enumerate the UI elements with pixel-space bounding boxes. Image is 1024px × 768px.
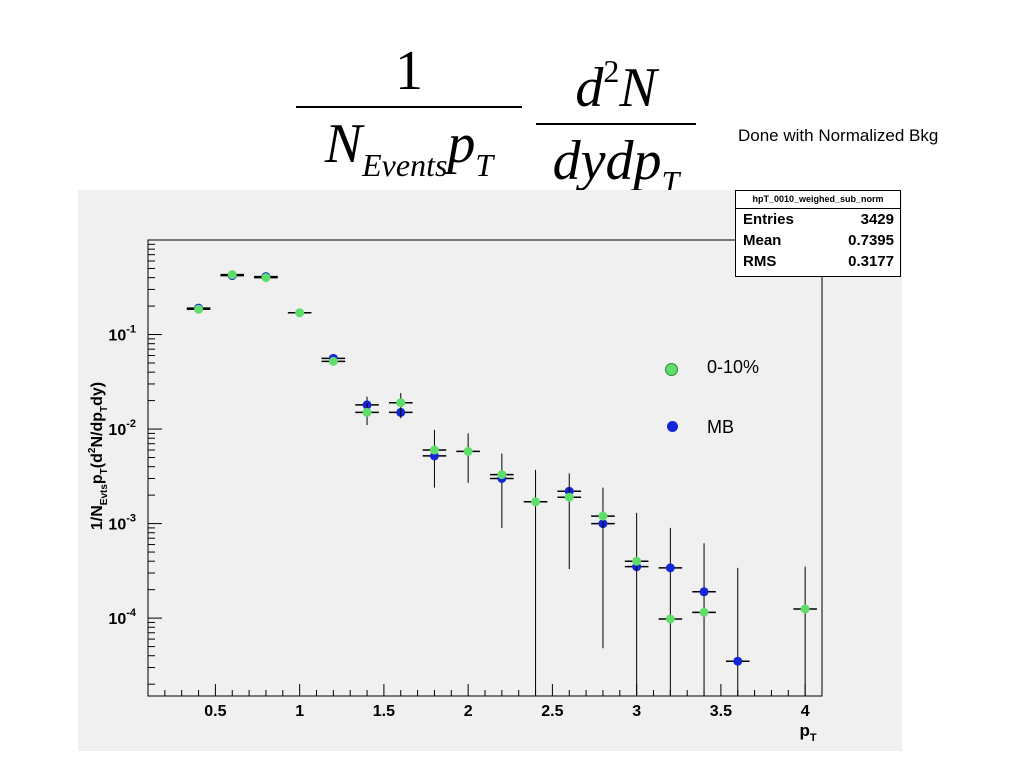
num-d: d: [575, 57, 604, 119]
data-point: [598, 511, 608, 521]
fraction-2-numerator: d2N: [536, 40, 696, 119]
plot-frame: [147, 239, 823, 697]
series-010: [186, 270, 817, 696]
data-point: [227, 270, 237, 280]
legend-marker-central: [665, 363, 678, 376]
y-tick-label: 10-1: [108, 324, 136, 345]
fraction-1-denominator: NEventspT: [296, 112, 522, 197]
stats-label: Entries: [743, 211, 794, 228]
legend-label-mb: MB: [707, 417, 734, 437]
data-point: [699, 587, 709, 597]
data-point: [699, 607, 709, 617]
x-tick-label: 2.5: [541, 703, 563, 720]
stats-row-rms: RMS 0.3177: [736, 251, 900, 272]
stats-label: RMS: [743, 253, 777, 270]
data-point: [362, 407, 372, 417]
stats-row-mean: Mean 0.7395: [736, 230, 900, 251]
data-point: [800, 604, 810, 614]
data-point: [632, 556, 642, 566]
x-tick-label: 2: [464, 703, 473, 720]
y-tick-label: 10-4: [108, 607, 136, 628]
stats-value: 0.3177: [848, 253, 894, 270]
x-tick-label: 3.5: [710, 703, 732, 720]
num-sup: 2: [603, 53, 620, 89]
stats-value: 3429: [860, 211, 894, 228]
data-point: [531, 497, 541, 507]
fraction-1-numerator: 1: [395, 40, 423, 102]
data-point: [396, 398, 406, 408]
den-tail: p: [447, 113, 476, 175]
den-subscript: Events: [362, 147, 448, 183]
stats-row-entries: Entries 3429: [736, 209, 900, 230]
stats-label: Mean: [743, 232, 782, 249]
stats-box: hpT_0010_weighed_sub_norm Entries 3429 M…: [735, 190, 901, 277]
data-point: [261, 273, 271, 283]
data-point: [328, 356, 338, 366]
y-axis-title: 1/NEvtspT(d2N/dpTdy): [87, 382, 110, 530]
legend-label-central: 0-10%: [707, 357, 760, 377]
den-text: dydp: [552, 130, 662, 192]
x-axis-title: pT: [799, 721, 816, 744]
data-point: [295, 308, 305, 318]
data-point: [429, 445, 439, 455]
fraction-1-bar: [296, 106, 522, 108]
fraction-2-bar: [536, 123, 696, 125]
y-tick-label: 10-3: [108, 513, 136, 534]
formula-fraction-1: 1 NEventspT: [296, 40, 522, 197]
data-point: [665, 563, 675, 573]
data-point: [733, 656, 743, 666]
series-mb: [186, 271, 750, 696]
formula: 1 NEventspT d2N dydpT: [296, 40, 706, 200]
data-point: [564, 492, 574, 502]
stats-value: 0.7395: [848, 232, 894, 249]
x-tick-label: 1: [295, 703, 304, 720]
data-point: [194, 304, 204, 314]
normalization-note: Done with Normalized Bkg: [738, 126, 939, 145]
x-tick-label: 3: [632, 703, 641, 720]
data-point: [463, 446, 473, 456]
y-tick-label: 10-2: [108, 418, 136, 439]
legend-marker-mb: [667, 421, 678, 432]
x-tick-label: 4: [801, 703, 810, 720]
plot-canvas: 0.5 1 1.5 2 2.5 3 3.5 4 10-1 10-2 10-3 10-4 pT 1/NEvt…: [78, 190, 902, 751]
data-point: [497, 470, 507, 480]
den-tail-subscript: T: [475, 147, 494, 183]
den-main: N: [324, 113, 363, 175]
stats-title: hpT_0010_weighed_sub_norm: [736, 191, 900, 209]
data-point: [665, 614, 675, 624]
chart-svg: 0.5 1 1.5 2 2.5 3 3.5 4 10-1 10-2 10-3 10-4 pT 1/NEvt…: [87, 239, 823, 744]
formula-fraction-2: d2N dydpT: [536, 40, 696, 214]
num-n: N: [619, 57, 657, 119]
x-tick-label: 1.5: [373, 703, 395, 720]
x-tick-label: 0.5: [204, 703, 226, 720]
